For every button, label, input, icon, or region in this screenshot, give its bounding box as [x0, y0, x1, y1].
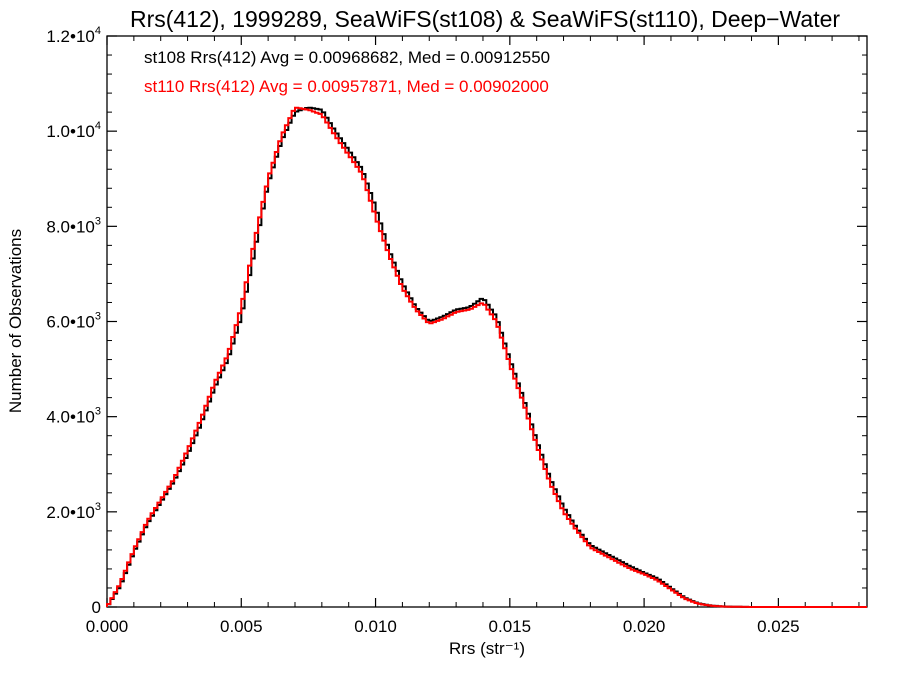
y-tick-label: 6.0•103	[46, 311, 101, 332]
series-layer	[106, 106, 867, 608]
x-axis-ticks: 0.000 0.005 0.010 0.015 0.020 0.025	[86, 36, 860, 636]
series-st108-line	[106, 106, 867, 608]
y-tick-label: 1.0•104	[46, 120, 101, 141]
legend: st108 Rrs(412) Avg = 0.00968682, Med = 0…	[144, 48, 550, 96]
y-tick-label: 2.0•103	[46, 501, 101, 522]
x-tick-label: 0.025	[757, 617, 800, 636]
x-tick-label: 0.020	[623, 617, 666, 636]
legend-entry-st108: st108 Rrs(412) Avg = 0.00968682, Med = 0…	[144, 48, 550, 67]
x-tick-label: 0.005	[220, 617, 263, 636]
y-axis-title: Number of Observations	[6, 229, 25, 413]
legend-entry-st110: st110 Rrs(412) Avg = 0.00957871, Med = 0…	[144, 77, 549, 96]
y-tick-label: 8.0•103	[46, 215, 101, 236]
x-tick-label: 0.000	[86, 617, 129, 636]
plot-frame	[106, 35, 868, 608]
series-st110-line	[106, 106, 867, 608]
chart-title: Rrs(412), 1999289, SeaWiFS(st108) & SeaW…	[130, 6, 840, 32]
x-tick-label: 0.010	[354, 617, 397, 636]
y-tick-label: 1.2•104	[46, 25, 101, 46]
y-axis-ticks: 0 2.0•103 4.0•103 6.0•103 8.0•103 1.0•104 1.2•…	[46, 25, 867, 617]
x-tick-label: 0.015	[489, 617, 532, 636]
x-axis-title: Rrs (str⁻¹)	[449, 639, 525, 658]
y-tick-label: 0	[92, 598, 101, 617]
y-tick-label: 4.0•103	[46, 406, 101, 427]
